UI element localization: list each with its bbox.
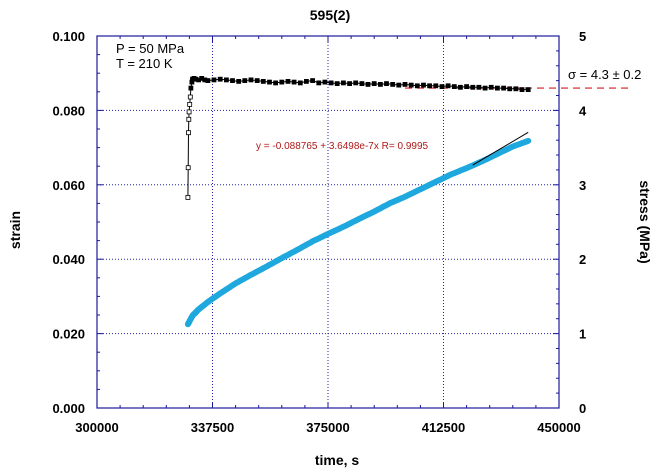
stress-marker bbox=[390, 82, 396, 87]
stress-marker bbox=[421, 82, 426, 88]
x-tick-label: 300000 bbox=[75, 420, 118, 435]
stress-marker bbox=[445, 83, 451, 89]
stress-marker bbox=[303, 79, 309, 84]
stress-marker bbox=[334, 81, 340, 86]
stress-marker bbox=[525, 87, 531, 92]
stress-marker bbox=[470, 84, 476, 90]
stress-marker bbox=[187, 94, 193, 100]
y-left-axis-title: strain bbox=[7, 211, 23, 249]
stress-marker bbox=[188, 85, 194, 91]
stress-marker bbox=[371, 81, 377, 86]
stress-marker bbox=[353, 80, 359, 86]
sigma-annotation: σ = 4.3 ± 0.2 bbox=[568, 67, 641, 82]
stress-marker bbox=[267, 79, 272, 85]
stress-marker bbox=[211, 77, 217, 83]
stress-marker bbox=[230, 78, 235, 83]
stress-marker bbox=[507, 86, 513, 92]
stress-marker bbox=[322, 79, 328, 85]
grid-lines bbox=[97, 36, 559, 408]
stress-marker bbox=[501, 85, 507, 91]
x-axis-title: time, s bbox=[315, 452, 360, 468]
y-right-axis-title: stress (MPa) bbox=[637, 180, 653, 263]
pressure-annotation: P = 50 MPa bbox=[116, 41, 185, 56]
stress-line bbox=[187, 77, 529, 198]
stress-marker bbox=[186, 109, 192, 115]
stress-marker bbox=[384, 81, 389, 86]
y-left-tick-label: 0.020 bbox=[52, 327, 85, 342]
y-right-tick-label: 4 bbox=[579, 103, 587, 118]
y-left-tick-label: 0.040 bbox=[52, 252, 85, 267]
y-right-tick-label: 5 bbox=[579, 29, 586, 44]
y-right-tick-label: 3 bbox=[579, 178, 586, 193]
stress-marker bbox=[513, 86, 519, 92]
stress-marker bbox=[187, 102, 193, 107]
stress-marker bbox=[316, 80, 322, 86]
chart-title: 595(2) bbox=[310, 7, 350, 23]
y-right-tick-label: 0 bbox=[579, 401, 586, 416]
stress-marker bbox=[310, 78, 316, 83]
stress-marker bbox=[402, 82, 408, 87]
strain-point bbox=[525, 137, 532, 144]
stress-marker bbox=[185, 194, 191, 200]
y-left-tick-label: 0.100 bbox=[52, 29, 85, 44]
y-left-tick-label: 0.000 bbox=[52, 401, 85, 416]
stress-marker bbox=[482, 85, 488, 91]
fit-segment bbox=[472, 131, 529, 166]
stress-marker bbox=[236, 79, 242, 84]
stress-marker bbox=[451, 84, 457, 89]
stress-marker bbox=[328, 80, 334, 86]
stress-marker bbox=[433, 83, 439, 89]
stress-marker bbox=[457, 84, 463, 90]
stress-marker bbox=[291, 79, 297, 85]
y-right-tick-label: 1 bbox=[579, 327, 586, 342]
stress-marker bbox=[205, 78, 211, 83]
stress-marker bbox=[186, 116, 192, 122]
stress-marker bbox=[248, 77, 254, 83]
stress-marker bbox=[488, 84, 494, 90]
x-tick-label: 450000 bbox=[537, 420, 580, 435]
stress-marker bbox=[408, 82, 414, 88]
stress-marker bbox=[285, 79, 291, 84]
stress-marker bbox=[347, 81, 353, 86]
stress-marker bbox=[377, 82, 383, 87]
stress-marker bbox=[185, 165, 191, 171]
stress-marker bbox=[519, 87, 525, 92]
stress-marker bbox=[260, 79, 266, 84]
stress-marker bbox=[359, 81, 365, 86]
stress-marker bbox=[273, 80, 279, 86]
fit-equation: y = -0.088765 + 3.6498e-7x R= 0.9995 bbox=[256, 141, 429, 152]
strain-series bbox=[184, 137, 532, 328]
stress-marker bbox=[365, 82, 371, 87]
stress-marker bbox=[494, 85, 500, 91]
stress-marker bbox=[186, 130, 191, 136]
stress-series bbox=[185, 76, 531, 200]
stress-marker bbox=[476, 84, 482, 90]
stress-marker bbox=[297, 80, 303, 86]
stress-marker bbox=[427, 83, 433, 89]
stress-marker bbox=[223, 77, 229, 83]
stress-marker bbox=[242, 78, 248, 83]
stress-marker bbox=[396, 82, 402, 88]
y-left-tick-label: 0.060 bbox=[52, 178, 85, 193]
axis-ticks: 300000 337500 375000 412500 450000 0.000 0.020… bbox=[52, 29, 587, 435]
stress-marker bbox=[340, 80, 346, 86]
stress-marker bbox=[217, 76, 223, 82]
stress-marker bbox=[439, 84, 445, 89]
y-right-tick-label: 2 bbox=[579, 252, 586, 267]
x-tick-label: 337500 bbox=[191, 420, 234, 435]
fit-line bbox=[472, 131, 529, 166]
stress-marker bbox=[414, 83, 420, 89]
stress-marker bbox=[464, 84, 470, 89]
x-tick-label: 412500 bbox=[422, 420, 465, 435]
stress-marker bbox=[254, 78, 260, 83]
temperature-annotation: T = 210 K bbox=[116, 56, 173, 71]
x-tick-label: 375000 bbox=[306, 420, 349, 435]
stress-marker bbox=[279, 79, 285, 85]
y-left-tick-label: 0.080 bbox=[52, 103, 85, 118]
